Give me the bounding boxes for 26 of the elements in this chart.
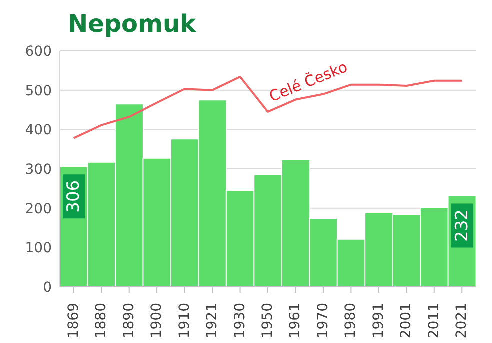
x-tick-label: 1930 [232,303,248,339]
x-tick-label: 2001 [398,303,415,339]
x-tick-label: 1961 [288,303,304,339]
x-tick-label: 1950 [260,303,276,339]
x-tick-label: 1991 [370,303,387,339]
x-tick-label: 1921 [204,303,221,339]
x-tick-label: 1890 [121,303,138,339]
x-tick-label: 1900 [149,303,166,339]
data-label: 232 [452,210,472,242]
x-tick-label: 1910 [176,303,193,339]
chart-title: Nepomuk [68,10,196,38]
data-label: 306 [64,180,84,213]
x-tick-label: 1970 [315,303,332,339]
text: Celé Česko [266,58,350,106]
y-tick-label: 400 [25,122,52,139]
y-tick-label: 600 [25,44,52,60]
x-tick-label: 1980 [343,303,360,339]
y-tick-label: 100 [25,240,52,257]
y-tick-label: 200 [25,201,52,218]
x-tick-label: 2021 [454,303,470,339]
x-tick-label: 1880 [94,303,110,339]
x-tick-label: 1869 [66,303,82,339]
y-tick-label: 0 [43,280,52,296]
x-tick-label: 2011 [426,303,442,339]
y-tick-label: 300 [25,162,52,178]
y-tick-label: 500 [25,83,52,100]
